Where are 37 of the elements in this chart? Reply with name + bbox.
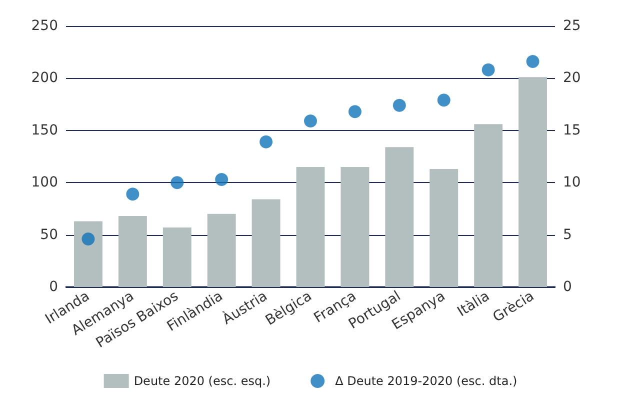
y-tick-label: 250 (31, 18, 58, 34)
point (526, 55, 540, 68)
point (482, 63, 495, 76)
bar (162, 227, 192, 287)
point (170, 176, 184, 190)
point (260, 135, 273, 148)
point (304, 114, 317, 128)
legend-label: Δ Deute 2019-2020 (esc. dta.) (335, 374, 518, 388)
point (82, 232, 95, 246)
y-tick-label: 100 (31, 174, 58, 191)
point (437, 94, 450, 107)
y-tick-label: 200 (31, 70, 58, 86)
y2-tick-label: 5 (563, 226, 572, 243)
y-tick-label: 0 (49, 279, 58, 295)
bar (518, 77, 547, 287)
bar (340, 166, 370, 287)
legend-label: Deute 2020 (esc. esq.) (134, 374, 271, 388)
y-tick-label: 50 (40, 226, 58, 243)
y2-tick-label: 10 (563, 174, 581, 191)
x-tick-label: Itàlia (454, 288, 493, 320)
y2-tick-label: 15 (563, 122, 581, 138)
bar (296, 166, 325, 287)
bar (118, 216, 147, 287)
y2-tick-label: 0 (563, 279, 572, 295)
bar (430, 169, 458, 287)
y2-tick-label: 25 (563, 18, 581, 34)
bar (207, 214, 236, 287)
y-tick-label: 150 (31, 122, 58, 138)
point (215, 172, 228, 186)
bar (74, 221, 102, 287)
point (126, 188, 140, 201)
bar (474, 124, 503, 287)
point (392, 98, 406, 112)
bar (385, 147, 414, 287)
y2-tick-label: 20 (563, 70, 581, 86)
point (348, 105, 362, 118)
bar (252, 199, 280, 287)
